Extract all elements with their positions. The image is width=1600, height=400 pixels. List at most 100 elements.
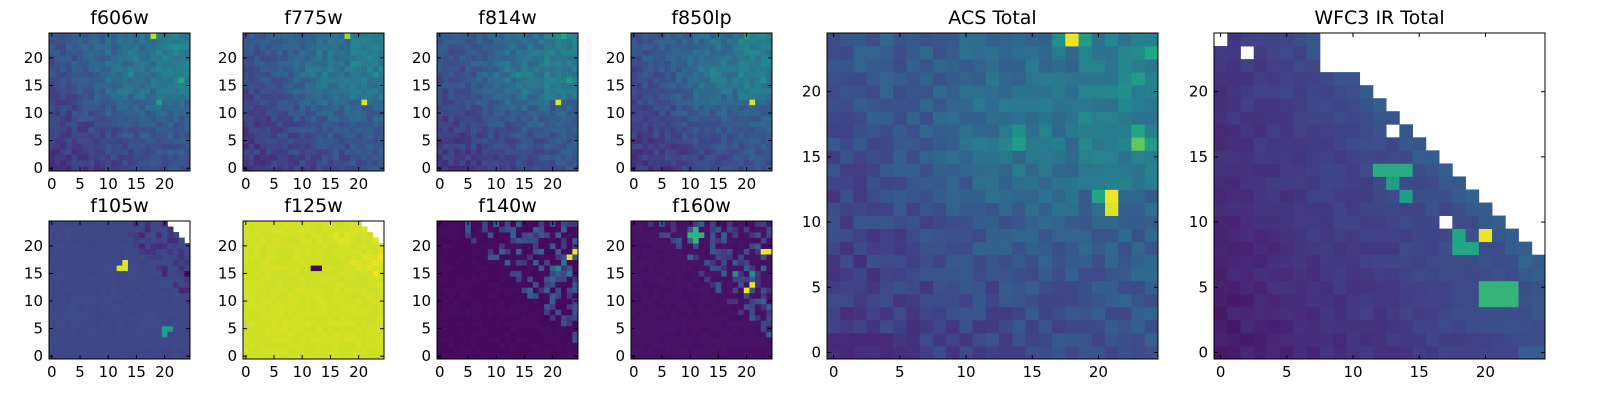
- heatmap-cell: [127, 93, 134, 100]
- heatmap-cell: [167, 126, 174, 133]
- heatmap-cell: [670, 82, 677, 89]
- heatmap-cell: [71, 132, 78, 139]
- heatmap-cell: [709, 314, 716, 321]
- heatmap-cell: [150, 248, 157, 255]
- heatmap-cell: [555, 342, 562, 349]
- heatmap-cell: [544, 314, 551, 321]
- heatmap-cell: [555, 132, 562, 139]
- heatmap-cell: [173, 292, 180, 299]
- heatmap-cell: [265, 126, 272, 133]
- heatmap-cell: [487, 265, 494, 272]
- heatmap-cell: [178, 110, 185, 117]
- heatmap-cell: [653, 342, 660, 349]
- heatmap-cell: [282, 115, 289, 122]
- heatmap-cell: [293, 77, 300, 84]
- heatmap-cell: [105, 259, 112, 266]
- heatmap-cell: [749, 121, 756, 128]
- heatmap-cell: [122, 154, 129, 161]
- heatmap-cell: [77, 66, 84, 73]
- heatmap-cell: [636, 298, 643, 305]
- heatmap-cell: [305, 71, 312, 78]
- heatmap-cell: [310, 281, 317, 288]
- heatmap-cell: [316, 287, 323, 294]
- heatmap-cell: [482, 276, 489, 283]
- heatmap-cell: [338, 303, 345, 310]
- heatmap-cell: [676, 281, 683, 288]
- heatmap-cell: [642, 121, 649, 128]
- heatmap-cell: [161, 254, 168, 261]
- heatmap-cell: [470, 287, 477, 294]
- heatmap-cell: [184, 336, 191, 343]
- heatmap-cell: [659, 320, 666, 327]
- heatmap-cell: [693, 132, 700, 139]
- heatmap-cell: [487, 44, 494, 50]
- heatmap-cell: [288, 347, 295, 354]
- heatmap-cell: [105, 66, 112, 73]
- heatmap-cell: [499, 309, 506, 316]
- heatmap-cell: [116, 110, 123, 117]
- heatmap-cell: [88, 93, 95, 100]
- heatmap-cell: [704, 88, 711, 95]
- heatmap-cell: [167, 154, 174, 161]
- heatmap-cell: [470, 148, 477, 155]
- heatmap-cell: [693, 159, 700, 166]
- heatmap-cell: [167, 104, 174, 111]
- heatmap-cell: [732, 353, 739, 360]
- heatmap-cell: [448, 159, 455, 166]
- heatmap-cell: [687, 77, 694, 84]
- heatmap-cell: [71, 121, 78, 128]
- heatmap-cell: [77, 143, 84, 150]
- heatmap-cell: [670, 77, 677, 84]
- heatmap-cell: [372, 33, 379, 39]
- heatmap-cell: [127, 159, 134, 166]
- heatmap-cell: [482, 77, 489, 84]
- heatmap-cell: [133, 44, 140, 50]
- heatmap-cell: [572, 93, 579, 100]
- heatmap-cell: [127, 298, 134, 305]
- heatmap-cell: [709, 110, 716, 117]
- heatmap-cell: [726, 165, 733, 172]
- heatmap-cell: [293, 82, 300, 89]
- heatmap-cell: [442, 88, 449, 95]
- heatmap-cell: [482, 270, 489, 277]
- heatmap-cell: [561, 248, 568, 255]
- heatmap-cell: [144, 49, 151, 56]
- heatmap-cell: [144, 38, 151, 45]
- heatmap-cell: [299, 248, 306, 255]
- heatmap-cell: [664, 159, 671, 166]
- heatmap-cell: [94, 259, 101, 266]
- heatmap-cell: [659, 77, 666, 84]
- heatmap-cell: [82, 298, 89, 305]
- heatmap-cell: [99, 71, 106, 78]
- heatmap-cell: [133, 77, 140, 84]
- heatmap-cell: [749, 270, 756, 277]
- heatmap-cell: [636, 159, 643, 166]
- heatmap-cell: [561, 55, 568, 61]
- heatmap-cell: [549, 254, 556, 261]
- heatmap-cell: [156, 353, 163, 360]
- heatmap-cell: [111, 325, 118, 332]
- heatmap-cell: [344, 143, 351, 150]
- heatmap-cell: [321, 137, 328, 144]
- heatmap-cell: [99, 49, 106, 56]
- heatmap-cell: [482, 38, 489, 45]
- heatmap-cell: [54, 265, 61, 272]
- heatmap-cell: [144, 298, 151, 305]
- heatmap-cell: [111, 148, 118, 155]
- heatmap-cell: [99, 287, 106, 294]
- heatmap-cell: [321, 303, 328, 310]
- heatmap-cell: [453, 292, 460, 299]
- heatmap-cell: [670, 292, 677, 299]
- heatmap-cell: [631, 88, 638, 95]
- heatmap-cell: [265, 320, 272, 327]
- heatmap-cell: [687, 104, 694, 111]
- heatmap-cell: [510, 55, 517, 61]
- heatmap-cell: [561, 132, 568, 139]
- heatmap-cell: [532, 292, 539, 299]
- heatmap-cell: [538, 88, 545, 95]
- heatmap-cell: [715, 60, 722, 67]
- heatmap-cell: [127, 265, 134, 272]
- heatmap-cell: [173, 314, 180, 321]
- heatmap-cell: [327, 159, 334, 166]
